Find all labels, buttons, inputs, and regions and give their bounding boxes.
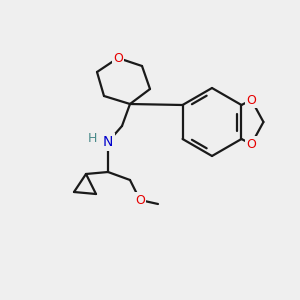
Text: O: O — [247, 94, 256, 106]
Text: H: H — [87, 133, 97, 146]
Text: O: O — [113, 52, 123, 64]
Text: O: O — [135, 194, 145, 206]
Text: O: O — [247, 137, 256, 151]
Text: N: N — [103, 135, 113, 149]
